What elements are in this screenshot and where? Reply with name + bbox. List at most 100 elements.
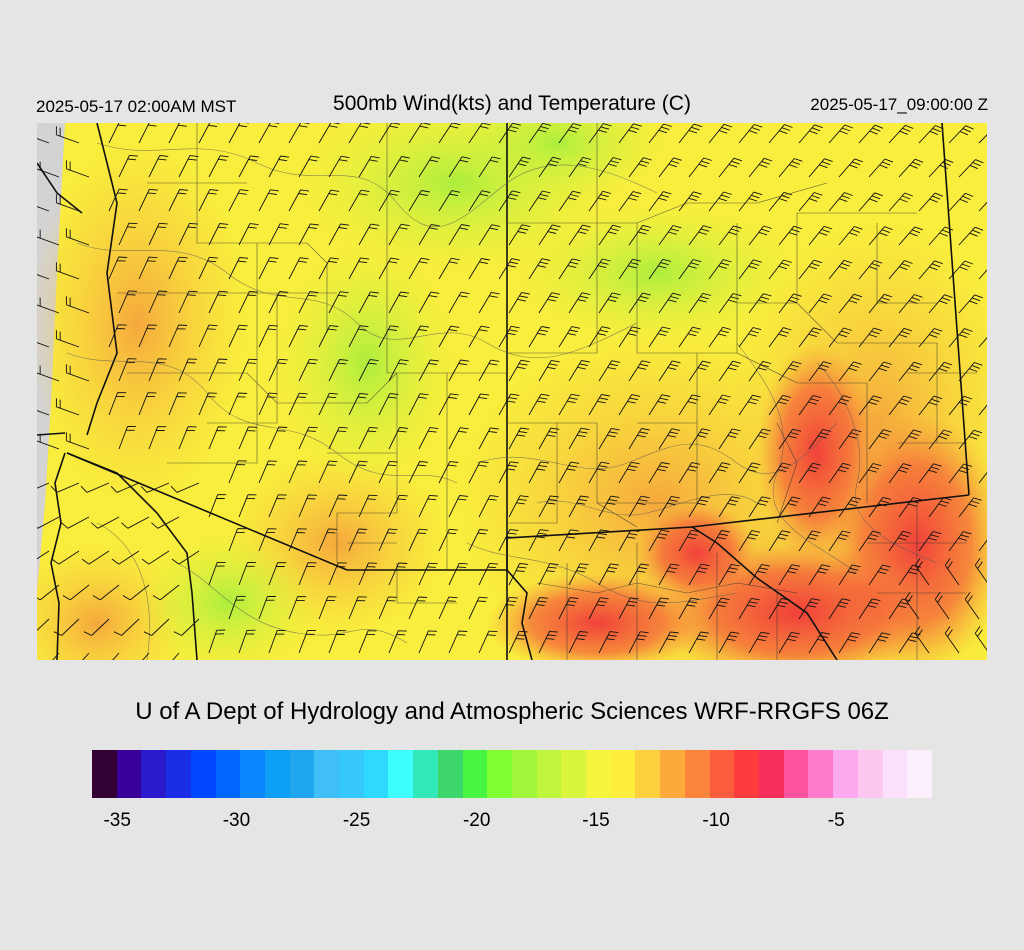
wind-barb bbox=[658, 157, 682, 178]
wind-barb bbox=[508, 427, 530, 450]
wind-barb bbox=[618, 597, 639, 620]
wind-barb bbox=[358, 426, 378, 450]
wind-barb bbox=[778, 631, 800, 654]
wind-barb bbox=[37, 229, 60, 246]
wind-barb bbox=[65, 432, 90, 450]
wind-barb bbox=[828, 462, 852, 484]
wind-barb bbox=[748, 564, 770, 586]
wind-barb bbox=[868, 564, 891, 586]
wind-barb bbox=[928, 497, 952, 518]
wind-barb bbox=[238, 426, 258, 450]
wind-barb bbox=[318, 257, 339, 280]
wind-barb bbox=[228, 123, 250, 144]
wind-barb bbox=[558, 529, 579, 552]
colorbar-swatch bbox=[314, 750, 340, 798]
colorbar-swatch bbox=[141, 750, 167, 798]
wind-barb bbox=[498, 190, 521, 212]
wind-barb bbox=[288, 528, 307, 552]
wind-barb bbox=[974, 626, 987, 651]
wind-barb bbox=[558, 393, 580, 416]
wind-barb bbox=[298, 562, 317, 586]
wind-barb bbox=[798, 395, 822, 416]
wind-barb bbox=[858, 530, 881, 552]
wind-barb bbox=[408, 190, 430, 212]
wind-barb bbox=[258, 123, 280, 144]
wind-barb bbox=[958, 429, 983, 450]
wind-barb bbox=[898, 429, 922, 450]
wind-barb bbox=[438, 461, 459, 484]
wind-barb bbox=[328, 223, 350, 246]
wind-barb bbox=[478, 562, 498, 586]
wind-barb bbox=[798, 327, 822, 348]
wind-barb bbox=[228, 528, 247, 552]
wind-barb bbox=[648, 258, 672, 280]
wind-barb bbox=[258, 460, 277, 484]
wind-barb bbox=[288, 257, 309, 280]
wind-barb bbox=[558, 326, 581, 348]
wind-barb bbox=[904, 592, 920, 620]
wind-barb bbox=[708, 123, 733, 144]
wind-barb bbox=[568, 292, 591, 314]
wind-barb bbox=[388, 359, 409, 382]
wind-barb bbox=[37, 161, 60, 178]
wind-barb bbox=[148, 155, 169, 178]
wind-barb bbox=[37, 410, 50, 416]
wind-barb bbox=[718, 428, 741, 450]
wind-barb bbox=[55, 126, 80, 144]
wind-barb bbox=[498, 529, 519, 552]
wind-barb bbox=[508, 292, 530, 314]
wind-barb bbox=[328, 155, 350, 178]
wind-barb bbox=[178, 426, 197, 450]
wind-barb bbox=[708, 394, 731, 416]
wind-barb bbox=[648, 394, 671, 416]
wind-barb bbox=[348, 123, 370, 144]
wind-barb bbox=[388, 291, 410, 314]
wind-barb bbox=[448, 359, 470, 382]
wind-barb bbox=[528, 123, 552, 144]
wind-barb bbox=[388, 562, 408, 586]
wind-barb bbox=[538, 359, 560, 382]
wind-barb bbox=[408, 528, 428, 552]
wind-barb bbox=[228, 595, 246, 620]
wind-barb bbox=[268, 426, 288, 450]
wind-barb bbox=[348, 257, 370, 280]
wind-barb bbox=[208, 155, 229, 178]
map-graphic bbox=[37, 123, 987, 660]
colorbar-tick-label: -30 bbox=[222, 810, 251, 831]
colorbar-tick-label: -25 bbox=[342, 810, 371, 831]
wind-barb bbox=[378, 189, 400, 212]
wind-barb bbox=[658, 631, 679, 654]
county-borders bbox=[117, 123, 977, 660]
wind-barb bbox=[648, 462, 670, 484]
wind-barb bbox=[598, 563, 619, 586]
wind-barb bbox=[678, 259, 702, 280]
wind-barb bbox=[914, 558, 930, 586]
wind-barb bbox=[438, 528, 458, 552]
wind-barb bbox=[648, 123, 672, 144]
wind-barb bbox=[718, 496, 741, 518]
wind-barb bbox=[918, 395, 943, 416]
wind-barb bbox=[918, 463, 942, 484]
wind-barb bbox=[238, 494, 257, 518]
wind-barb bbox=[478, 359, 500, 382]
colorbar-swatch bbox=[536, 750, 562, 798]
wind-barb bbox=[678, 462, 701, 484]
wind-barb bbox=[358, 630, 377, 654]
model-credit: U of A Dept of Hydrology and Atmospheric… bbox=[135, 698, 889, 725]
wind-barb bbox=[808, 225, 833, 246]
wind-barb bbox=[918, 328, 943, 348]
wind-barb bbox=[688, 225, 712, 246]
wind-barb bbox=[778, 496, 801, 518]
wind-barb bbox=[438, 257, 460, 280]
wind-barb bbox=[948, 531, 972, 552]
wind-barb bbox=[348, 189, 370, 212]
wind-barb bbox=[37, 516, 60, 529]
wind-barb bbox=[568, 495, 590, 518]
wind-barb bbox=[934, 592, 950, 620]
wind-barb bbox=[238, 290, 258, 314]
wind-barb bbox=[868, 361, 892, 382]
wind-barb bbox=[62, 584, 90, 601]
wind-barb bbox=[918, 192, 944, 212]
wind-barb bbox=[948, 328, 973, 348]
wind-barb bbox=[798, 192, 823, 212]
